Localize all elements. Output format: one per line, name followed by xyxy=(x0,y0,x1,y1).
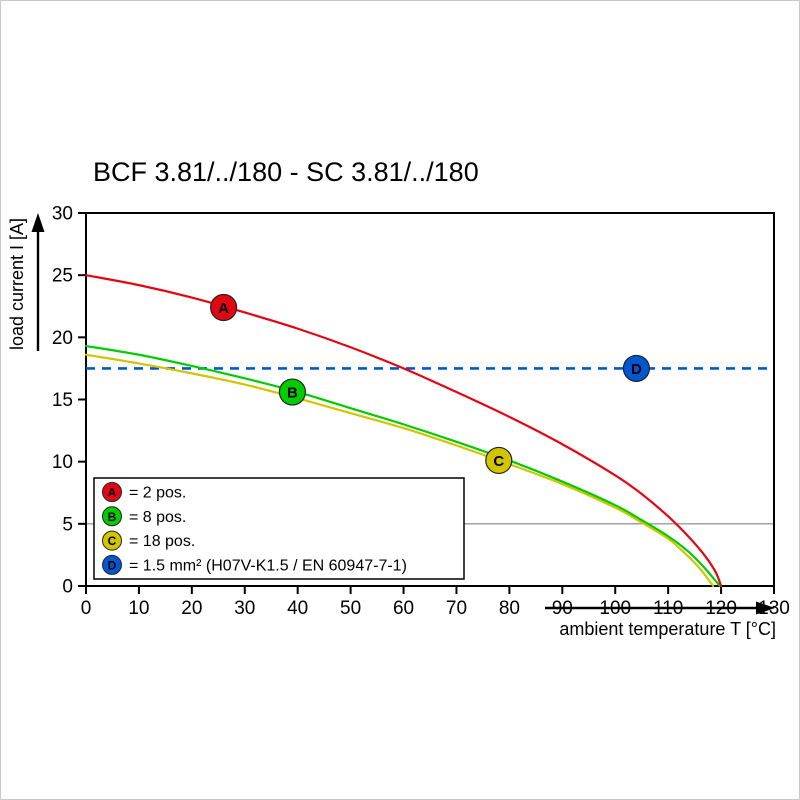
legend-letter: D xyxy=(108,558,117,572)
marker-letter: A xyxy=(218,300,229,317)
legend-text: = 1.5 mm² (H07V-K1.5 / EN 60947-7-1) xyxy=(129,557,407,574)
marker-A: A xyxy=(210,293,238,322)
x-tick-label: 50 xyxy=(340,598,361,619)
marker-circle-D xyxy=(622,354,651,383)
marker-circle-C xyxy=(485,446,513,475)
legend-letter: A xyxy=(108,486,117,500)
legend-letter: C xyxy=(108,534,117,548)
x-tick-label: 130 xyxy=(758,598,790,619)
marker-circle-B xyxy=(278,378,306,406)
legend-marker-B-icon xyxy=(102,506,122,527)
legend-letter: B xyxy=(108,510,117,524)
chart-title: BCF 3.81/../180 - SC 3.81/../180 xyxy=(93,157,479,187)
x-tick-label: 0 xyxy=(81,598,92,619)
curve-C xyxy=(84,353,715,588)
y-tick-label: 5 xyxy=(62,514,73,535)
marker-letter: C xyxy=(493,453,504,470)
y-axis-arrowhead-icon xyxy=(31,213,45,232)
legend-marker-D-icon xyxy=(102,554,122,575)
x-tick-label: 20 xyxy=(181,598,202,619)
y-tick-label: 25 xyxy=(52,266,73,287)
marker-C: C xyxy=(485,446,513,475)
x-tick-label: 60 xyxy=(393,598,414,619)
legend-item-C: C = 18 pos. xyxy=(102,530,195,551)
legend-marker-C-icon xyxy=(102,530,122,551)
x-tick-label: 10 xyxy=(128,598,149,619)
y-tick-label: 0 xyxy=(62,577,73,598)
marker-letter: B xyxy=(287,385,298,402)
legend-text: = 18 pos. xyxy=(129,533,195,550)
marker-D: D xyxy=(622,354,651,383)
y-tick-label: 20 xyxy=(52,328,73,349)
x-tick-label: 30 xyxy=(234,598,255,619)
marker-B: B xyxy=(278,378,306,406)
legend-item-D: D = 1.5 mm² (H07V-K1.5 / EN 60947-7-1) xyxy=(102,554,407,575)
y-tick-label: 10 xyxy=(52,452,73,473)
y-tick-label: 30 xyxy=(52,204,73,225)
legend-marker-A-icon xyxy=(102,482,122,502)
legend-text: = 8 pos. xyxy=(129,509,186,526)
x-tick-label: 40 xyxy=(287,598,308,619)
x-axis-label: ambient temperature T [°C] xyxy=(559,619,776,639)
marker-letter: D xyxy=(631,361,642,378)
y-tick-label: 15 xyxy=(52,390,73,411)
legend-item-A: A = 2 pos. xyxy=(102,482,186,502)
legend-text: = 2 pos. xyxy=(129,485,186,502)
legend-box xyxy=(93,477,465,580)
legend-item-B: B = 8 pos. xyxy=(102,506,186,527)
x-tick-label: 80 xyxy=(499,598,520,619)
x-axis-arrowhead-icon xyxy=(756,601,775,615)
x-tick-label: 70 xyxy=(446,598,467,619)
marker-circle-A xyxy=(210,293,238,322)
